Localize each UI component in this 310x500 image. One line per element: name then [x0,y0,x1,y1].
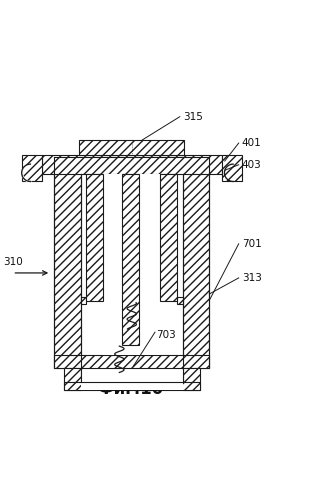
Bar [222,156,242,182]
Bar [183,157,209,368]
Bar [161,174,178,301]
Bar [177,296,183,304]
Bar [81,370,183,390]
Bar [103,174,161,356]
Bar [81,157,183,356]
Bar [54,157,81,368]
Bar [86,174,103,301]
Text: 403: 403 [242,160,262,170]
Text: 703: 703 [157,330,176,340]
Bar [79,140,184,156]
Bar [42,156,222,174]
Bar [22,156,42,182]
Bar [81,296,86,304]
Text: 701: 701 [242,239,262,249]
Text: 310: 310 [3,257,23,267]
Bar [64,368,81,390]
Text: 401: 401 [242,138,262,148]
Text: 315: 315 [183,112,203,122]
Bar [183,368,200,390]
Bar [64,382,200,390]
Text: 313: 313 [242,273,262,283]
Text: Фиг.10: Фиг.10 [97,380,163,398]
Bar [122,174,139,344]
Bar [54,356,209,368]
